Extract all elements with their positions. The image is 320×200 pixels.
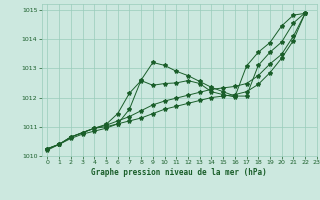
X-axis label: Graphe pression niveau de la mer (hPa): Graphe pression niveau de la mer (hPa) [91,168,267,177]
